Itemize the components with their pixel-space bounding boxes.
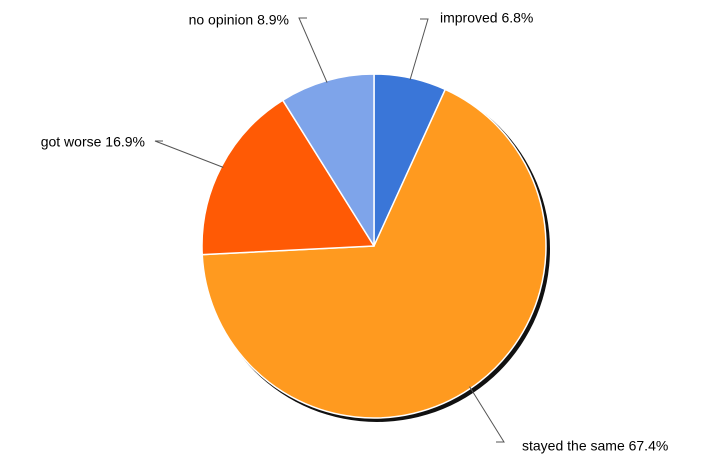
- leader-line-improved: [409, 18, 429, 81]
- leader-line-stayed-the-same: [469, 386, 505, 443]
- slice-label-stayed-the-same: stayed the same 67.4%: [522, 438, 668, 454]
- leader-lines: [154, 17, 505, 443]
- slice-label-got-worse: got worse 16.9%: [41, 134, 145, 150]
- pie-slices: [201, 73, 547, 419]
- slice-labels: improved 6.8% stayed the same 67.4% got wo…: [41, 10, 669, 454]
- leader-line-no-opinion: [298, 17, 328, 83]
- slice-label-improved: improved 6.8%: [440, 10, 533, 26]
- leader-line-got-worse: [154, 140, 224, 168]
- slice-label-no-opinion: no opinion 8.9%: [189, 12, 289, 28]
